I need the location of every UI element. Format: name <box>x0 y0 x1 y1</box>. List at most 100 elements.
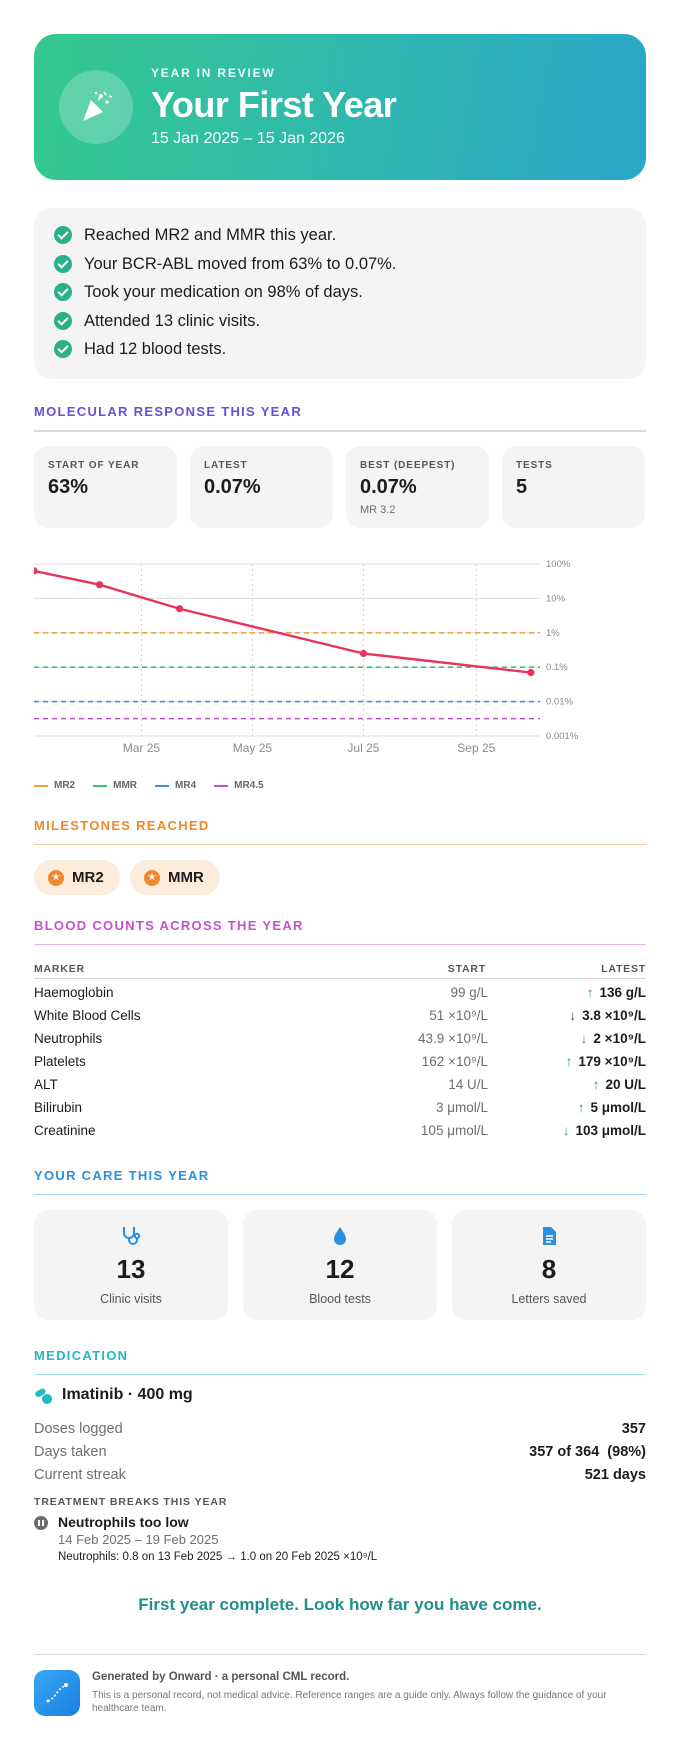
milestone-label: MMR <box>168 869 204 886</box>
star-icon: ★ <box>48 869 64 886</box>
medication-row-label: Doses logged <box>34 1421 123 1437</box>
start-value: 43.9 ×10⁹/L <box>418 1031 488 1046</box>
arrow-up-icon: ↑ <box>565 1054 573 1069</box>
medication-row-value: 357 <box>621 1421 646 1437</box>
app-logo-icon <box>34 1670 80 1716</box>
summary-text: Reached MR2 and MMR this year. <box>84 225 337 244</box>
arrow-down-icon: ↓ <box>569 1008 577 1023</box>
care-label: Letters saved <box>511 1292 587 1306</box>
bcr-abl-line <box>34 569 532 674</box>
stat-value: 0.07% <box>360 476 417 498</box>
marker-name: Haemoglobin <box>34 985 114 1000</box>
section-divider <box>34 430 646 432</box>
y-tick-label: 0.001% <box>546 731 579 742</box>
latest-value: ↑ 5 μmol/L <box>577 1100 646 1115</box>
check-icon <box>54 226 72 244</box>
marker-name: Creatinine <box>34 1123 96 1138</box>
medication-row-label: Days taken <box>34 1444 107 1460</box>
pause-icon <box>34 1516 48 1530</box>
care-heading: YOUR CARE THIS YEAR <box>34 1168 210 1183</box>
closing-message: First year complete. Look how far you ha… <box>138 1595 542 1614</box>
stat-card-best: BEST (DEEPEST) 0.07% MR 3.2 <box>346 446 489 528</box>
party-popper-icon <box>59 70 133 144</box>
footer-disclaimer: This is a personal record, not medical a… <box>92 1690 607 1714</box>
y-tick-label: 100% <box>546 559 571 570</box>
data-point <box>176 605 184 613</box>
stat-label: START OF YEAR <box>48 460 140 471</box>
marker-name: Neutrophils <box>34 1031 103 1046</box>
start-value: 3 μmol/L <box>435 1100 488 1115</box>
arrow-up-icon: ↑ <box>592 1077 600 1092</box>
table-row: Haemoglobin 99 g/L ↑ 136 g/L <box>34 985 646 1007</box>
summary-card: Reached MR2 and MMR this year. Your BCR-… <box>34 208 646 379</box>
stat-label: LATEST <box>204 460 248 471</box>
x-tick-label: Jul 25 <box>347 741 379 755</box>
summary-item: Had 12 blood tests. <box>54 339 226 359</box>
stat-card-tests: TESTS 5 <box>502 446 645 528</box>
break-dates: 14 Feb 2025 – 19 Feb 2025 <box>58 1532 219 1547</box>
legend-item-mr4: MR4 <box>155 780 196 791</box>
date-range: 15 Jan 2025 – 15 Jan 2026 <box>151 130 345 147</box>
molecular-heading: MOLECULAR RESPONSE THIS YEAR <box>34 404 303 419</box>
summary-text: Had 12 blood tests. <box>84 339 227 358</box>
stat-label: BEST (DEEPEST) <box>360 460 456 471</box>
bcr-abl-chart: 100% 10% 1% 0.1% 0.01% 0.001% Mar 25 May 25 Jul … <box>34 559 579 755</box>
x-tick-label: Mar 25 <box>123 741 161 755</box>
medication-name: Imatinib · 400 mg <box>62 1386 193 1403</box>
summary-item: Reached MR2 and MMR this year. <box>54 225 336 245</box>
summary-item: Took your medication on 98% of days. <box>54 282 363 302</box>
latest-value: ↑ 179 ×10⁹/L <box>565 1054 646 1069</box>
year-in-review-header: YEAR IN REVIEW Your First Year 15 Jan 20… <box>34 34 646 180</box>
stat-value: 5 <box>516 476 528 498</box>
table-row: Bilirubin 3 μmol/L ↑ 5 μmol/L <box>34 1100 646 1122</box>
care-count: 8 <box>541 1254 557 1284</box>
marker-name: Bilirubin <box>34 1100 83 1115</box>
care-label: Blood tests <box>309 1292 371 1306</box>
table-divider <box>34 978 646 979</box>
check-icon <box>54 283 72 301</box>
care-label: Clinic visits <box>100 1292 162 1306</box>
check-icon <box>54 340 72 358</box>
legend-swatch <box>34 784 48 787</box>
care-card-clinic: 13 Clinic visits <box>34 1210 228 1320</box>
section-divider <box>34 1194 646 1195</box>
marker-name: White Blood Cells <box>34 1008 141 1023</box>
arrow-down-icon: ↓ <box>580 1031 588 1046</box>
stat-subvalue: MR 3.2 <box>360 504 396 516</box>
check-icon <box>54 255 72 273</box>
table-row: Platelets 162 ×10⁹/L ↑ 179 ×10⁹/L <box>34 1054 646 1076</box>
stethoscope-icon <box>123 1227 141 1245</box>
stat-card-latest: LATEST 0.07% <box>190 446 333 528</box>
care-card-letters: 8 Letters saved <box>452 1210 646 1320</box>
milestone-badge-mr2: ★ MR2 <box>34 860 120 895</box>
care-count: 12 <box>325 1254 355 1284</box>
milestone-badge-mmr: ★ MMR <box>130 860 220 895</box>
footer-title: Generated by Onward · a personal CML rec… <box>92 1671 350 1683</box>
medication-heading: MEDICATION <box>34 1348 129 1363</box>
latest-value: ↑ 136 g/L <box>586 985 646 1000</box>
summary-item: Attended 13 clinic visits. <box>54 311 260 331</box>
section-divider <box>34 1374 646 1375</box>
medication-row-value: 357 of 364 (98%) <box>529 1444 646 1460</box>
star-icon: ★ <box>144 869 160 886</box>
x-tick-label: Sep 25 <box>457 741 495 755</box>
arrow-up-icon: ↑ <box>586 985 594 1000</box>
section-divider <box>34 844 646 845</box>
legend-item-mmr: MMR <box>93 780 137 791</box>
care-card-blood: 12 Blood tests <box>243 1210 437 1320</box>
blood-drop-icon <box>334 1227 346 1245</box>
break-detail: Neutrophils: 0.8 on 13 Feb 2025 → 1.0 on… <box>58 1551 378 1563</box>
document-icon <box>543 1227 556 1245</box>
section-divider <box>34 944 646 945</box>
start-value: 162 ×10⁹/L <box>421 1054 488 1069</box>
stat-label: TESTS <box>516 460 553 471</box>
legend-item-mr2: MR2 <box>34 780 75 791</box>
summary-text: Attended 13 clinic visits. <box>84 311 261 330</box>
latest-value: ↓ 2 ×10⁹/L <box>580 1031 646 1046</box>
treatment-breaks-heading: TREATMENT BREAKS THIS YEAR <box>34 1496 228 1508</box>
milestone-label: MR2 <box>72 869 104 886</box>
stat-value: 63% <box>48 476 89 498</box>
footer-divider <box>34 1654 646 1655</box>
legend-label: MR4 <box>175 780 197 791</box>
care-count: 13 <box>116 1254 146 1284</box>
